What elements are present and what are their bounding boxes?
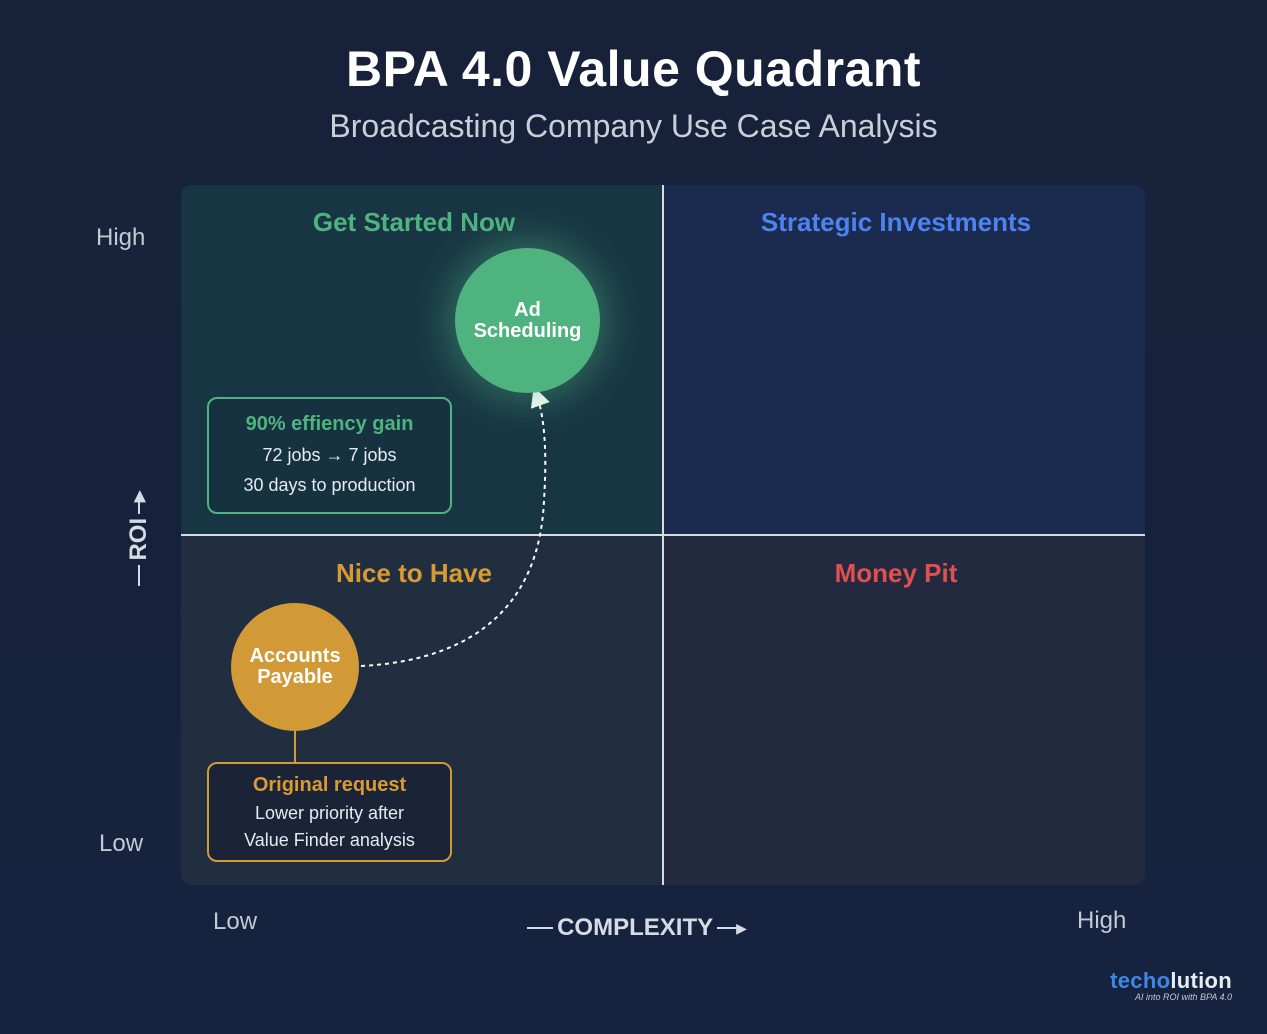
brand-logo: techolution AI into ROI with BPA 4.0: [1108, 968, 1232, 1002]
quadrant-label-money-pit: Money Pit: [834, 558, 958, 588]
y-axis-low-label: Low: [99, 830, 144, 857]
card-efficiency-gain: 90% effiency gain 72 jobs → 7 jobs 30 da…: [207, 397, 452, 514]
jobs-to: 7 jobs: [348, 445, 397, 465]
quadrant-label-strategic-investments: Strategic Investments: [760, 207, 1032, 237]
bubble-ad-scheduling-line2: Scheduling: [473, 319, 582, 342]
brand-name-part-a: tech: [1110, 968, 1157, 993]
callout-stem: [294, 731, 296, 763]
bubble-ad-scheduling[interactable]: Ad Scheduling: [455, 248, 600, 393]
quadrant-label-nice-to-have: Nice to Have: [335, 558, 493, 588]
bubble-accounts-payable-line2: Payable: [257, 666, 333, 688]
quadrant-label-get-started-now: Get Started Now: [312, 207, 516, 237]
brand-name-part-c: lution: [1170, 968, 1232, 993]
card-efficiency-headline: 90% effiency gain: [245, 413, 414, 435]
horizontal-divider: [181, 534, 1145, 536]
jobs-from: 72 jobs: [262, 445, 321, 465]
brand-name-part-b: o: [1156, 968, 1171, 993]
brand-name: techolution: [1108, 968, 1232, 994]
card-original-headline: Original request: [252, 774, 407, 796]
x-axis-title: COMPLEXITY ▶: [520, 911, 750, 945]
card-efficiency-line2: 30 days to production: [243, 475, 416, 495]
quadrant-money-pit: [663, 535, 1145, 885]
bubble-accounts-payable[interactable]: Accounts Payable: [231, 603, 359, 731]
x-axis-high-label: High: [1077, 907, 1127, 934]
page-title: BPA 4.0 Value Quadrant: [345, 41, 922, 97]
x-axis-title-text: COMPLEXITY: [557, 914, 714, 941]
card-efficiency-jobs: 72 jobs → 7 jobs: [209, 445, 450, 466]
card-original-line1: Lower priority after: [254, 803, 405, 823]
card-original-request: Original request Lower priority after Va…: [207, 762, 452, 862]
x-axis-low-label: Low: [213, 908, 258, 935]
migration-arrow: [360, 386, 550, 667]
bubble-ad-scheduling-line1: Ad: [514, 298, 541, 321]
axis-dash: [717, 927, 738, 929]
arrow-right-icon: →: [320, 445, 349, 465]
brand-tagline: AI into ROI with BPA 4.0: [1134, 992, 1232, 1002]
bubble-accounts-payable-line1: Accounts: [249, 645, 341, 667]
quadrant-strategic-investments: [663, 185, 1145, 535]
y-axis-high-label: High: [96, 224, 146, 251]
card-original-line2: Value Finder analysis: [244, 830, 415, 850]
page-subtitle: Broadcasting Company Use Case Analysis: [329, 108, 938, 144]
axis-dash: [527, 927, 554, 929]
arrow-right-icon: ▶: [736, 919, 747, 936]
